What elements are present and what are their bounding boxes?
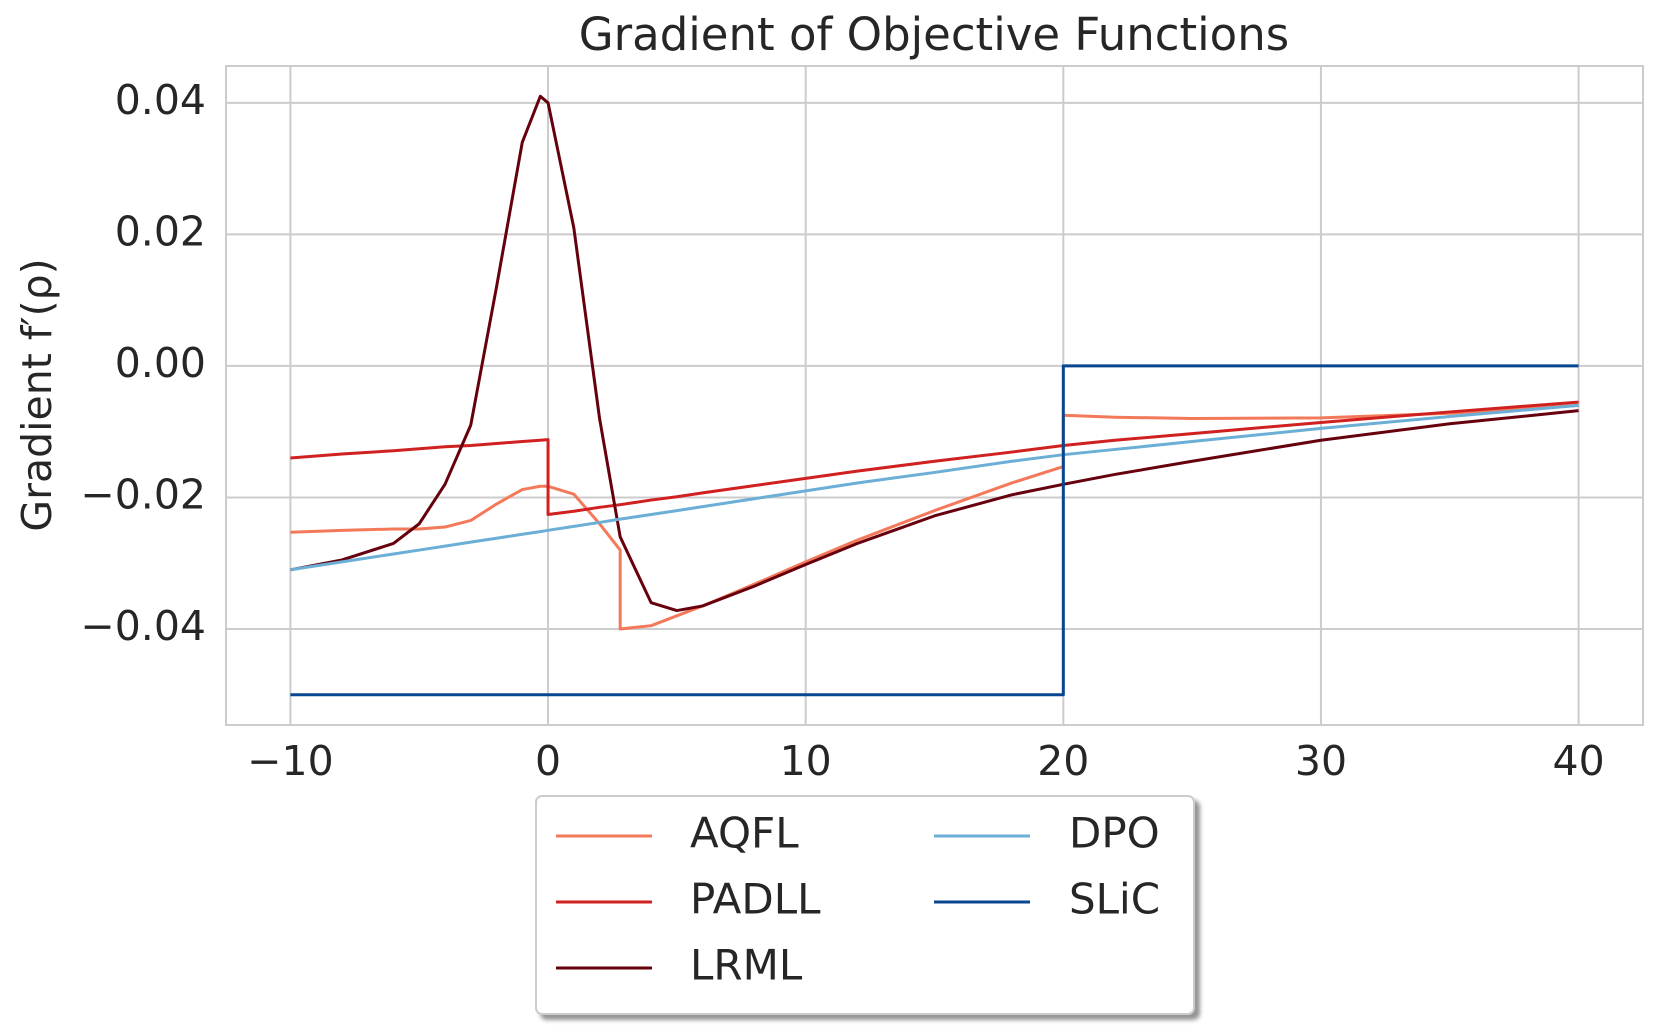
y-tick-label: −0.02 <box>80 470 206 518</box>
legend-label: PADLL <box>690 875 821 924</box>
y-tick-label: 0.04 <box>115 76 206 124</box>
series-line <box>290 400 1579 517</box>
x-tick-label: 40 <box>1553 737 1605 785</box>
plot-lines <box>290 94 1579 697</box>
plot-frame <box>225 65 1644 726</box>
legend-label: LRML <box>690 941 803 990</box>
y-tick-label: 0.02 <box>115 207 206 255</box>
x-tick-label: −10 <box>247 737 334 785</box>
legend-box <box>535 795 1195 1015</box>
y-tick-label: 0.00 <box>115 339 206 387</box>
y-tick-label: −0.04 <box>80 602 206 650</box>
legend-label: DPO <box>1069 809 1160 858</box>
x-tick-label: 30 <box>1295 737 1347 785</box>
y-axis-label: Gradient f′(ρ) <box>13 258 61 531</box>
x-tick-label: 0 <box>535 737 561 785</box>
series-line <box>290 403 1579 572</box>
chart-title: Gradient of Objective Functions <box>579 8 1289 61</box>
x-tick-label: 20 <box>1037 737 1089 785</box>
legend-label: SLiC <box>1069 875 1160 924</box>
legend-label: AQFL <box>690 809 799 858</box>
series-line <box>290 364 1579 697</box>
x-tick-label: 10 <box>780 737 832 785</box>
series-line <box>290 94 1579 613</box>
legend: AQFL PADLL LRML DPO SLiC <box>535 795 1195 1015</box>
series-line <box>290 403 1579 631</box>
grid <box>226 66 1643 725</box>
